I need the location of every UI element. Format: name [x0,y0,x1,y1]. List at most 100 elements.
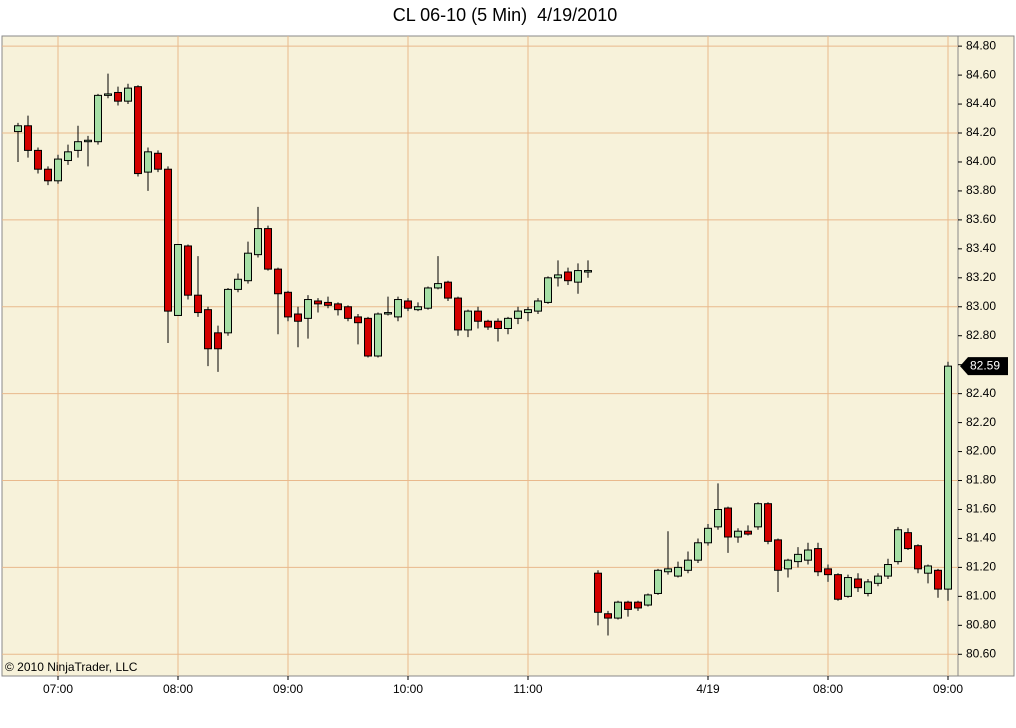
candle-body [814,548,822,573]
candle-body [934,569,942,590]
candle-body [314,300,322,305]
y-tick-label: 82.00 [966,444,996,458]
candle-body [164,168,172,312]
candle-body [74,141,82,151]
candle-body [104,93,112,96]
candle-body [644,594,652,606]
candle-body [144,151,152,173]
candle-body [754,503,762,528]
candle-body [874,575,882,584]
candle-body [684,559,692,571]
candle-body [254,228,262,256]
candle-body [14,125,22,133]
candle-body [134,86,142,175]
candle-body [834,574,842,600]
x-tick-label: 09:00 [273,682,303,696]
y-tick-label: 81.40 [966,531,996,545]
x-tick-label: 09:00 [933,682,963,696]
candle-body [724,507,732,538]
candle-body [124,87,132,102]
candle-body [484,320,492,328]
y-tick-label: 82.40 [966,386,996,400]
candle-body [434,283,442,289]
candle-body [274,268,282,295]
candle-body [904,532,912,550]
candle-body [844,577,852,597]
candle-body [804,549,812,561]
candle-body [154,152,162,170]
x-tick-label: 10:00 [393,682,423,696]
candle-body [584,270,592,273]
candle-body [394,299,402,318]
candle-body [864,581,872,594]
candle-body [364,317,372,357]
y-tick-label: 81.00 [966,589,996,603]
x-tick-label: 07:00 [43,682,73,696]
x-tick-label: 08:00 [813,682,843,696]
candle-body [544,277,552,303]
candle-body [344,306,352,319]
candle-body [214,332,222,350]
copyright: © 2010 NinjaTrader, LLC [5,660,138,674]
candle-body [854,578,862,589]
candle-body [334,303,342,311]
y-tick-label: 81.80 [966,473,996,487]
candle-body [704,527,712,544]
candle-body [204,309,212,350]
candle-body [764,503,772,542]
candle-body [324,301,332,306]
y-tick-label: 81.60 [966,502,996,516]
candle-body [634,601,642,609]
candle-body [564,271,572,282]
candle-body [744,530,752,535]
x-tick-label: 11:00 [513,682,542,696]
candle-body [594,572,602,613]
candle-body [224,288,232,334]
candle-body [794,553,802,563]
candle-body [614,601,622,619]
y-tick-label: 84.40 [966,96,996,110]
candle-body [774,539,782,571]
candle-body [84,139,92,143]
candle-body [114,91,122,102]
candle-body [524,309,532,314]
candle-body [244,252,252,282]
candle-body [474,310,482,322]
candle-body [94,94,102,143]
candle-body [824,568,832,576]
y-tick-label: 84.20 [966,125,996,139]
candle-body [454,297,462,331]
candle-body [534,300,542,312]
candle-body [444,281,452,299]
last-price-marker [960,357,1008,376]
candle-body [354,316,362,324]
candle-body [624,601,632,610]
candle-body [414,306,422,311]
candle-body [914,545,922,570]
candle-body [654,569,662,594]
candle-body [694,542,702,561]
y-tick-label: 83.80 [966,183,996,197]
candle-body [924,565,932,574]
candle-body [894,529,902,563]
y-tick-label: 84.60 [966,67,996,81]
candle-body [554,274,562,279]
candle-body [174,244,182,316]
y-tick-label: 80.60 [966,646,996,660]
candle-body [34,149,42,170]
y-tick-label: 80.80 [966,617,996,631]
candle-body [374,313,382,357]
y-tick-label: 81.20 [966,560,996,574]
y-tick-label: 83.60 [966,212,996,226]
y-tick-label: 83.40 [966,241,996,255]
y-tick-label: 83.20 [966,270,996,284]
candle-body [424,287,432,309]
candle-body [664,568,672,573]
candle-body [494,320,502,329]
y-tick-label: 84.80 [966,38,996,52]
candle-body [504,317,512,329]
candle-body [234,278,242,290]
chart-title: CL 06-10 (5 Min) 4/19/2010 [393,5,617,25]
candle-body [294,313,302,322]
